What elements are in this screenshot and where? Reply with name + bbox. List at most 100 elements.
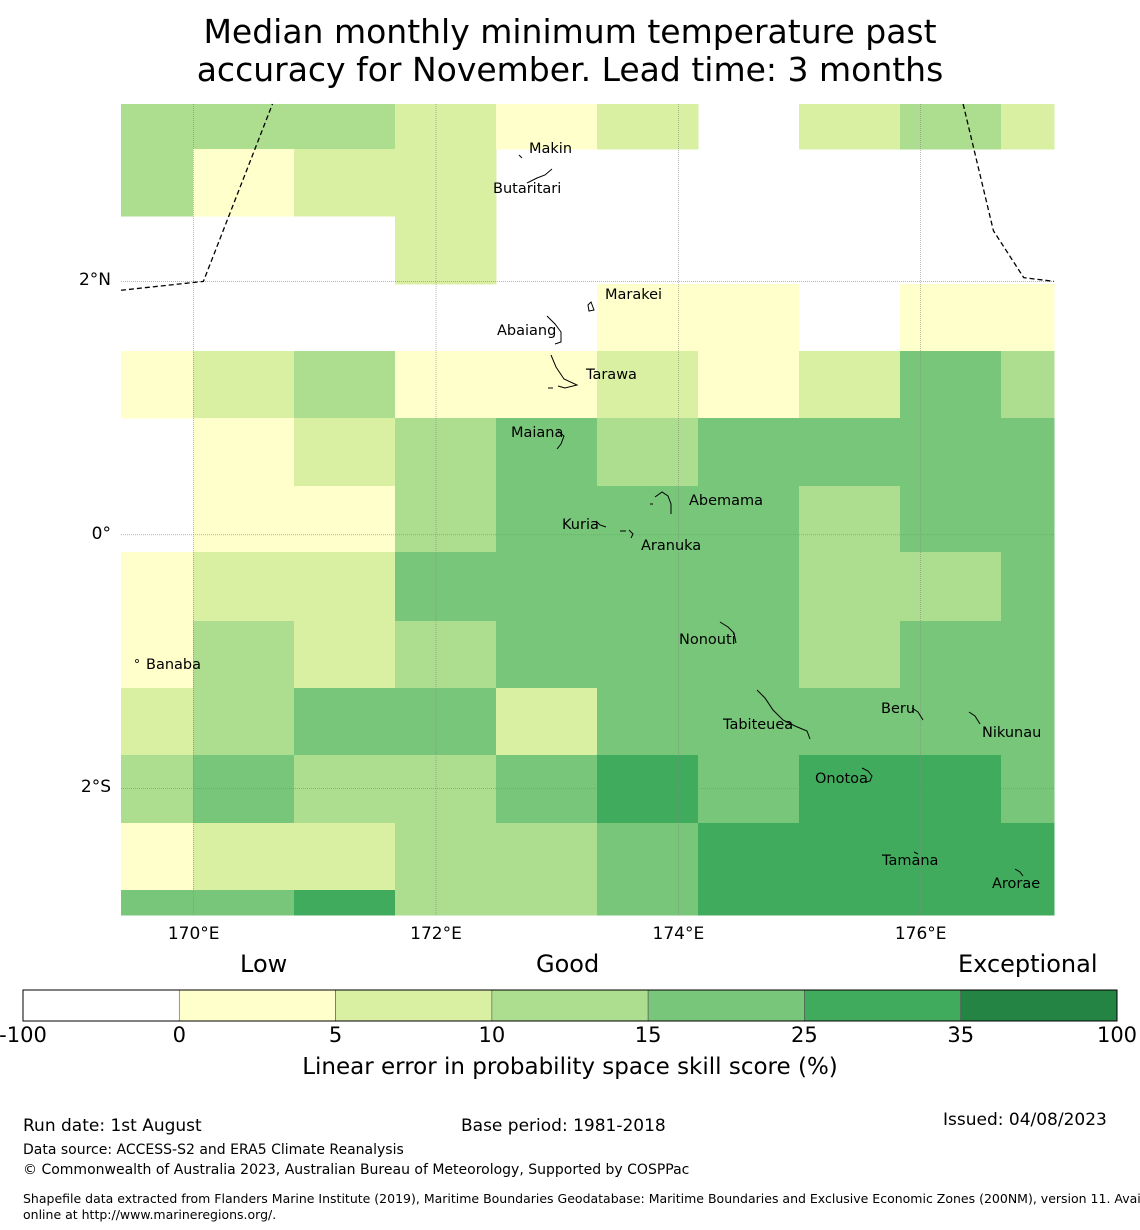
- skill-cell: [698, 351, 800, 419]
- skill-grid: [121, 104, 1055, 916]
- skill-cell: [900, 552, 1002, 622]
- skill-cell: [496, 890, 598, 916]
- skill-cell: [496, 621, 598, 689]
- skill-cell: [698, 552, 800, 622]
- skill-cell: [496, 688, 598, 756]
- island-label-maiana: Maiana: [511, 425, 564, 441]
- skill-cell: [193, 755, 295, 824]
- skill-cell: [799, 104, 901, 150]
- colorbar-tick-label: 0: [172, 1023, 186, 1047]
- skill-cell: [496, 418, 598, 487]
- skill-cell: [395, 486, 497, 553]
- island-outline: [911, 707, 924, 721]
- skill-cell: [1001, 688, 1055, 756]
- skill-cell: [193, 621, 295, 689]
- island-label-beru: Beru: [881, 701, 916, 717]
- skill-cell: [193, 688, 295, 756]
- skill-cell: [900, 486, 1002, 553]
- skill-cell: [799, 351, 901, 419]
- skill-cell: [597, 351, 699, 419]
- colorbar-swatch: [647, 989, 805, 1022]
- island-outline: [550, 354, 579, 389]
- skill-cell: [1001, 104, 1055, 150]
- skill-cell: [698, 418, 800, 487]
- skill-cell: [496, 351, 598, 419]
- skill-cell: [294, 823, 396, 891]
- skill-cell: [121, 621, 194, 689]
- skill-cell: [799, 486, 901, 553]
- colorbar-swatch: [804, 989, 962, 1022]
- skill-cell: [193, 104, 295, 150]
- island-label-arorae: Arorae: [992, 876, 1041, 892]
- skill-cell: [597, 688, 699, 756]
- colorbar-tick-label: 5: [328, 1023, 343, 1047]
- island-coastlines: [135, 154, 1024, 877]
- skill-cell: [395, 890, 497, 916]
- skill-cell: [597, 552, 699, 622]
- island-outline: [861, 767, 873, 783]
- skill-cell: [121, 104, 194, 150]
- skill-cell: [121, 890, 194, 916]
- colorbar-tick-label: -100: [0, 1023, 47, 1047]
- base-period: Base period: 1981-2018: [461, 1116, 666, 1136]
- map-title-line2: accuracy for November. Lead time: 3 mont…: [196, 50, 944, 89]
- skill-cell: [698, 823, 800, 891]
- skill-cell: [1001, 890, 1055, 916]
- skill-cell: [294, 486, 396, 553]
- colorbar: [22, 989, 1118, 1022]
- island-outline: [968, 711, 981, 725]
- island-outline: [913, 851, 919, 855]
- skill-cell: [1001, 552, 1055, 622]
- skill-cell: [900, 284, 1002, 352]
- lon-tick-label: 170°E: [167, 924, 220, 944]
- island-outline: [719, 621, 737, 644]
- island-label-tarawa: Tarawa: [586, 367, 637, 383]
- skill-cell: [496, 755, 598, 824]
- skill-cell: [597, 486, 699, 553]
- skill-cell: [799, 890, 901, 916]
- colorbar-tick-label: 25: [791, 1023, 818, 1047]
- lat-tick-label: 0°: [91, 523, 111, 544]
- skill-cell: [121, 688, 194, 756]
- skill-cell: [395, 351, 497, 419]
- skill-cell: [597, 890, 699, 916]
- skill-cell: [395, 823, 497, 891]
- issued-date: Issued: 04/08/2023: [943, 1110, 1107, 1130]
- skill-cell: [395, 621, 497, 689]
- island-outline: [756, 689, 811, 740]
- skill-cell: [294, 552, 396, 622]
- skill-cell: [395, 418, 497, 487]
- island-label-tamana: Tamana: [882, 853, 939, 869]
- island-outline: [595, 520, 607, 528]
- skill-cell: [1001, 418, 1055, 487]
- skill-cell: [900, 104, 1002, 150]
- colorbar-swatch: [335, 989, 493, 1022]
- island-outline: [135, 659, 139, 663]
- skill-cell: [294, 149, 396, 217]
- skill-cell: [900, 418, 1002, 487]
- island-label-kuria: Kuria: [562, 517, 599, 533]
- colorbar-label-exceptional: Exceptional: [958, 950, 1098, 978]
- island-outline: [1014, 868, 1024, 877]
- copyright: © Commonwealth of Australia 2023, Austra…: [23, 1162, 690, 1178]
- skill-cell: [193, 552, 295, 622]
- skill-cell: [193, 418, 295, 487]
- island-outline: [628, 529, 634, 539]
- skill-cell: [294, 688, 396, 756]
- colorbar-tick-label: 35: [947, 1023, 975, 1047]
- skill-cell: [1001, 284, 1055, 352]
- skill-cell: [395, 688, 497, 756]
- skill-cell: [799, 418, 901, 487]
- skill-cell: [698, 621, 800, 689]
- skill-cell: [496, 552, 598, 622]
- skill-cell: [698, 688, 800, 756]
- island-label-banaba: Banaba: [146, 657, 201, 673]
- skill-cell: [1001, 621, 1055, 689]
- island-label-butaritari: Butaritari: [493, 181, 562, 197]
- skill-cell: [597, 755, 699, 824]
- skill-cell: [900, 621, 1002, 689]
- island-outline: [518, 154, 523, 159]
- colorbar-label-low: Low: [240, 950, 288, 978]
- colorbar-tick-label: 100: [1096, 1023, 1138, 1047]
- skill-cell: [597, 823, 699, 891]
